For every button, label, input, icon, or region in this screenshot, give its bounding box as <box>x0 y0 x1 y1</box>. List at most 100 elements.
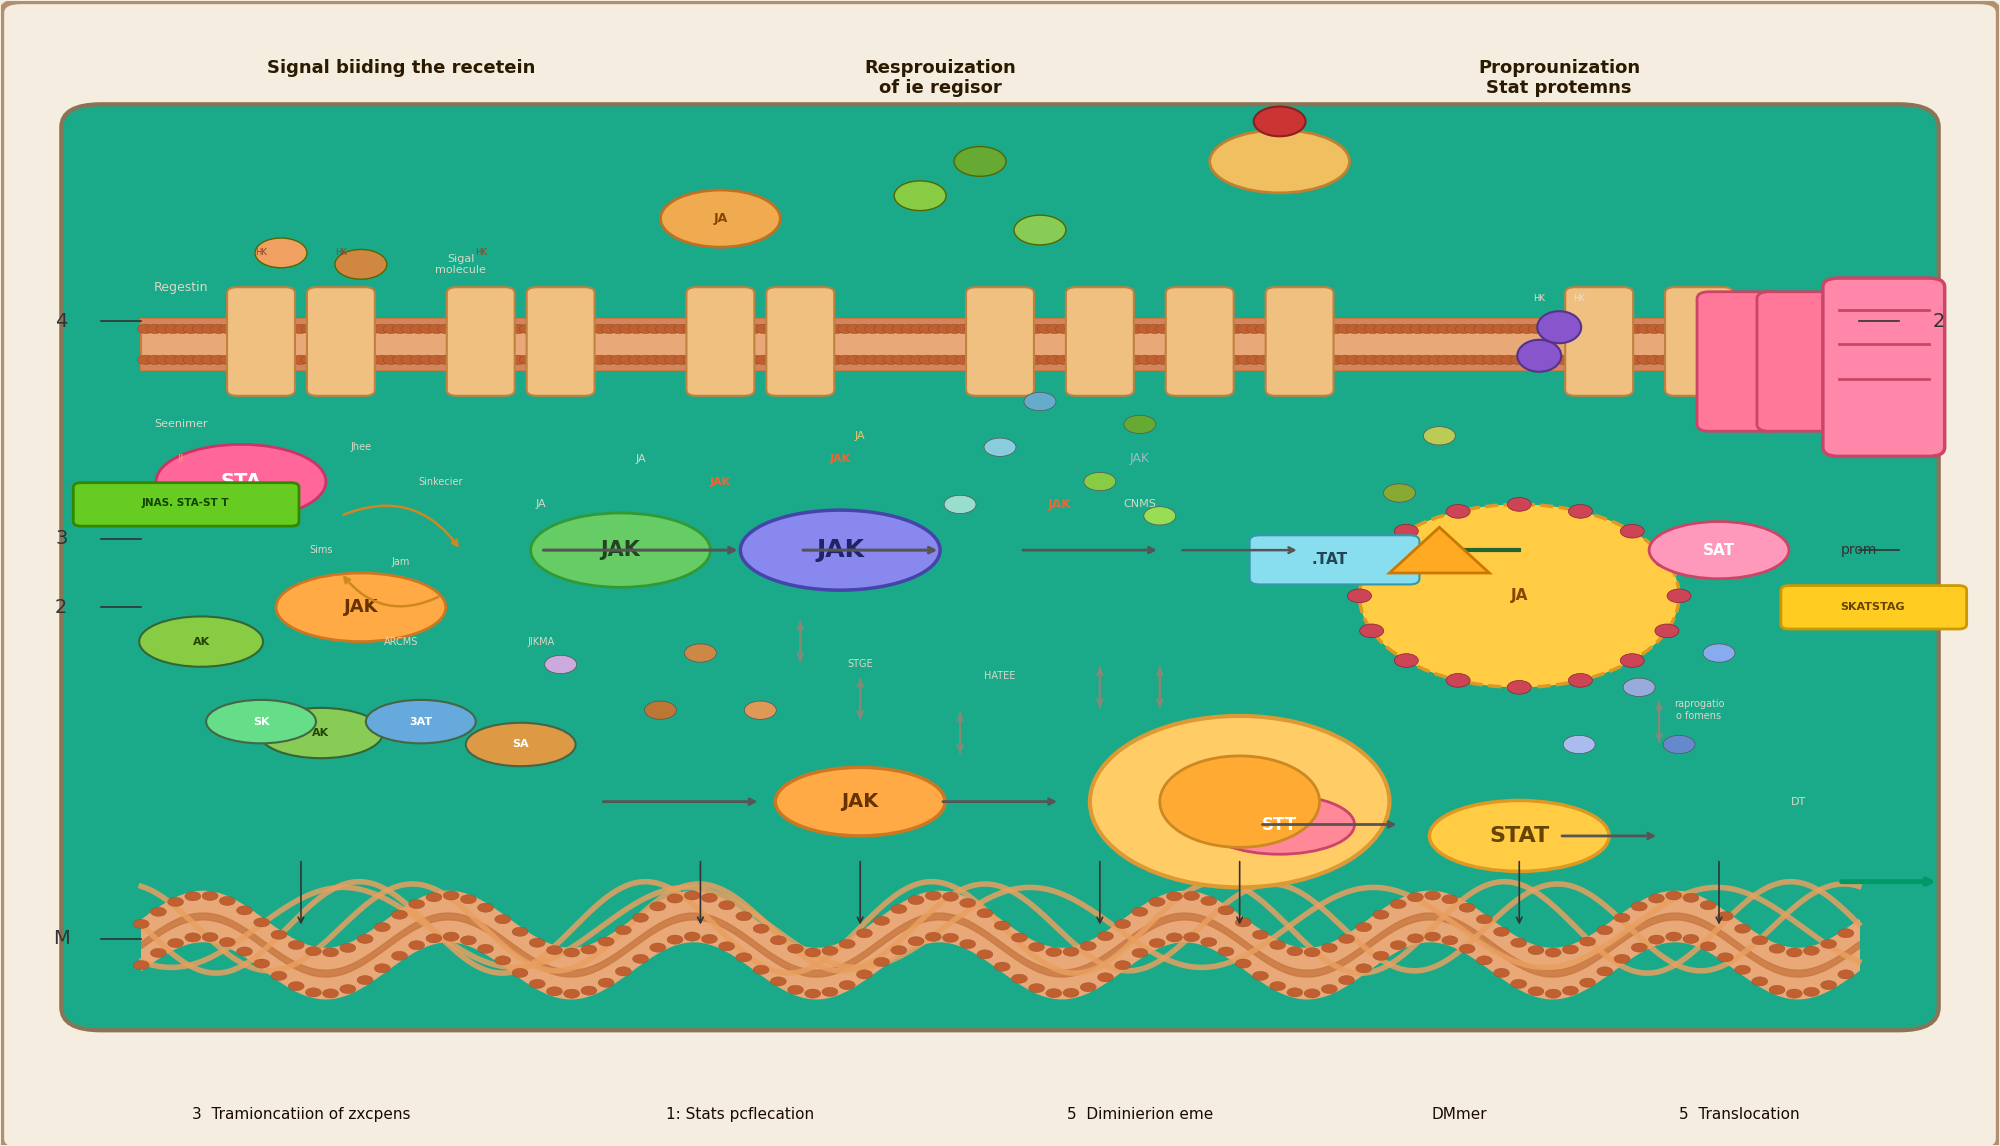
Circle shape <box>774 355 790 364</box>
Circle shape <box>338 324 354 333</box>
Circle shape <box>746 355 762 364</box>
Circle shape <box>292 355 308 364</box>
Circle shape <box>1574 355 1590 364</box>
Circle shape <box>1164 355 1180 364</box>
Text: HATEE: HATEE <box>984 670 1016 681</box>
Circle shape <box>1124 415 1156 433</box>
Circle shape <box>456 355 472 364</box>
Circle shape <box>1528 945 1544 955</box>
Circle shape <box>974 355 990 364</box>
Circle shape <box>1064 988 1080 997</box>
Circle shape <box>1304 989 1320 998</box>
Circle shape <box>1228 355 1244 364</box>
Circle shape <box>1270 982 1286 991</box>
Circle shape <box>150 908 166 917</box>
Circle shape <box>1164 324 1180 333</box>
Ellipse shape <box>776 768 946 835</box>
Circle shape <box>802 324 818 333</box>
Circle shape <box>1756 355 1772 364</box>
Circle shape <box>1738 324 1754 333</box>
Circle shape <box>146 355 162 364</box>
Circle shape <box>556 324 572 333</box>
Circle shape <box>1700 355 1716 364</box>
Circle shape <box>580 986 596 995</box>
Circle shape <box>446 324 462 333</box>
Circle shape <box>1818 324 1836 333</box>
Circle shape <box>602 355 618 364</box>
Text: 3AT: 3AT <box>410 716 432 727</box>
Circle shape <box>1464 355 1480 364</box>
Circle shape <box>1838 324 1854 333</box>
Circle shape <box>384 324 400 333</box>
Circle shape <box>1394 525 1418 539</box>
Circle shape <box>992 324 1008 333</box>
Circle shape <box>1064 355 1080 364</box>
Circle shape <box>1064 324 1080 333</box>
Circle shape <box>1046 948 1062 957</box>
Circle shape <box>1646 324 1662 333</box>
Circle shape <box>520 355 536 364</box>
Circle shape <box>1160 756 1320 847</box>
Circle shape <box>928 324 944 333</box>
Circle shape <box>150 949 166 958</box>
Circle shape <box>1746 355 1762 364</box>
Circle shape <box>746 324 762 333</box>
FancyBboxPatch shape <box>1756 292 1840 431</box>
Circle shape <box>646 355 662 364</box>
Circle shape <box>856 928 872 937</box>
Circle shape <box>1756 324 1772 333</box>
Circle shape <box>770 976 786 986</box>
Circle shape <box>674 324 690 333</box>
Circle shape <box>1460 903 1476 912</box>
Circle shape <box>1556 355 1572 364</box>
Circle shape <box>1510 355 1526 364</box>
Circle shape <box>976 909 992 918</box>
Text: Sinkecier: Sinkecier <box>418 477 464 487</box>
Text: JAK: JAK <box>1048 497 1072 511</box>
Circle shape <box>1618 324 1636 333</box>
Circle shape <box>908 895 924 904</box>
Circle shape <box>1596 926 1612 935</box>
Ellipse shape <box>466 723 576 767</box>
Circle shape <box>1654 554 1678 567</box>
Circle shape <box>220 937 236 947</box>
Circle shape <box>292 324 308 333</box>
Circle shape <box>322 989 338 998</box>
Circle shape <box>1390 941 1406 950</box>
Circle shape <box>530 939 546 948</box>
FancyBboxPatch shape <box>1250 535 1420 584</box>
Ellipse shape <box>260 708 382 759</box>
Text: JAK: JAK <box>344 598 378 617</box>
Circle shape <box>520 324 536 333</box>
Circle shape <box>410 355 426 364</box>
Ellipse shape <box>156 445 326 519</box>
Text: HK: HK <box>474 249 486 258</box>
Circle shape <box>944 495 976 513</box>
Circle shape <box>710 324 726 333</box>
Circle shape <box>1098 932 1114 941</box>
Circle shape <box>1728 324 1744 333</box>
Circle shape <box>994 921 1010 931</box>
Circle shape <box>530 980 546 989</box>
Circle shape <box>828 355 844 364</box>
Text: JAK: JAK <box>600 540 640 560</box>
Circle shape <box>628 324 644 333</box>
Circle shape <box>1082 355 1098 364</box>
Circle shape <box>288 982 304 991</box>
Circle shape <box>1564 324 1580 333</box>
Circle shape <box>738 324 754 333</box>
Circle shape <box>246 324 262 333</box>
Circle shape <box>1682 355 1698 364</box>
Text: Jhee: Jhee <box>350 442 372 453</box>
Circle shape <box>718 901 734 910</box>
Circle shape <box>270 972 286 981</box>
Circle shape <box>1080 942 1096 950</box>
Circle shape <box>1664 324 1680 333</box>
Circle shape <box>546 355 562 364</box>
Circle shape <box>1674 324 1690 333</box>
Circle shape <box>364 355 382 364</box>
Circle shape <box>1460 944 1476 953</box>
Circle shape <box>1150 897 1166 906</box>
Circle shape <box>1692 355 1708 364</box>
Circle shape <box>1770 986 1786 995</box>
